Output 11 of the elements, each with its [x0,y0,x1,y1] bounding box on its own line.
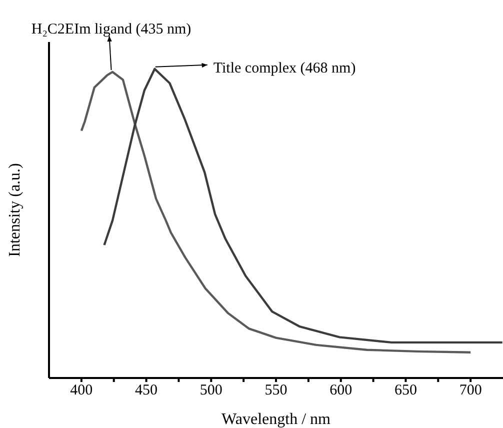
x-tick-label: 650 [394,382,417,399]
x-tick-label: 400 [70,382,93,399]
annotation: H₂C2EIm ligand (435 nm) [31,21,192,38]
x-tick-label: 450 [135,382,158,399]
annotation: Title complex (468 nm) [213,60,356,76]
x-axis-title: Wavelength / nm [222,411,332,428]
y-axis-title: Intensity (a.u.) [6,163,24,257]
x-tick-label: 550 [264,382,288,399]
x-tick-label: 600 [330,382,352,399]
x-tick-label: 700 [459,382,482,399]
x-tick-label: 500 [200,382,222,399]
